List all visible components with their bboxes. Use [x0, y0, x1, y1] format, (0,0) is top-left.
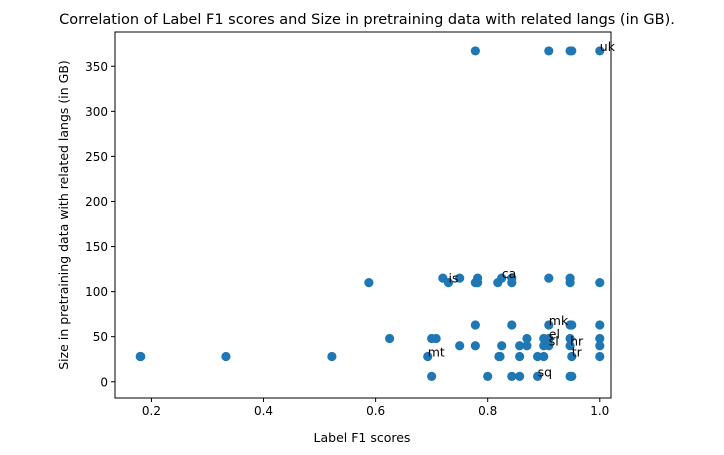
- y-tick-label: 350: [85, 60, 108, 74]
- data-point: [532, 371, 543, 381]
- point-annotation: mk: [549, 313, 569, 328]
- data-point: [497, 341, 507, 351]
- data-point: [221, 351, 231, 362]
- x-tick-label: 0.2: [142, 404, 161, 418]
- data-point: [595, 320, 605, 330]
- y-axis: 0 50 100 150 200 250 300 350: [85, 60, 115, 389]
- x-axis: 0.2 0.4 0.6 0.8 1.0: [142, 398, 609, 418]
- data-point: [423, 351, 433, 362]
- point-annotation: sl: [549, 334, 559, 349]
- data-point: [495, 351, 505, 362]
- data-point: [455, 341, 465, 351]
- y-tick-label: 100: [85, 285, 108, 299]
- y-tick-label: 200: [85, 195, 108, 209]
- x-tick-label: 1.0: [590, 404, 609, 418]
- data-point: [595, 341, 605, 351]
- data-point: [595, 278, 605, 288]
- data-point: [507, 278, 517, 288]
- data-point: [515, 351, 525, 362]
- x-axis-label: Label F1 scores: [314, 430, 411, 445]
- data-point: [565, 278, 575, 288]
- data-point: [473, 278, 483, 288]
- data-point: [431, 333, 441, 344]
- data-point: [470, 341, 480, 351]
- data-point: [385, 333, 395, 344]
- data-point: [327, 351, 337, 362]
- data-point: [507, 371, 517, 381]
- data-point: [497, 273, 507, 283]
- data-point: [567, 320, 577, 330]
- point-annotation: ca: [502, 266, 517, 281]
- data-point: [515, 341, 525, 351]
- data-point: [595, 333, 605, 344]
- y-tick-label: 250: [85, 150, 108, 164]
- point-annotation: is: [448, 271, 458, 286]
- point-annotation: mt: [428, 345, 445, 360]
- y-tick-label: 150: [85, 240, 108, 254]
- data-point: [483, 371, 493, 381]
- data-point: [567, 46, 577, 56]
- point-annotation: el: [549, 327, 560, 342]
- data-point: [470, 320, 480, 330]
- y-tick-label: 0: [100, 375, 108, 389]
- data-point: [595, 46, 605, 56]
- data-point: [522, 341, 532, 351]
- data-point: [522, 333, 532, 344]
- point-annotation: hr: [570, 334, 584, 349]
- data-point: [136, 351, 146, 362]
- data-point: [539, 351, 549, 362]
- data-point: [567, 371, 577, 381]
- point-annotation: sq: [538, 364, 552, 379]
- data-point: [595, 351, 605, 362]
- data-point: [565, 341, 575, 351]
- y-tick-label: 50: [93, 330, 108, 344]
- data-point: [455, 273, 465, 283]
- data-point: [443, 278, 454, 288]
- plot-area: [114, 31, 612, 399]
- data-point: [544, 273, 554, 283]
- data-point: [544, 320, 554, 330]
- data-point: [427, 371, 437, 381]
- data-point: [507, 320, 517, 330]
- y-tick-label: 300: [85, 105, 108, 119]
- y-axis-label: Size in pretraining data with related la…: [56, 60, 71, 370]
- data-points: [135, 46, 605, 381]
- x-tick-label: 0.4: [254, 404, 273, 418]
- data-point: [567, 351, 577, 362]
- data-point: [544, 341, 554, 351]
- data-point: [544, 333, 554, 344]
- data-point: [565, 333, 575, 344]
- data-point: [515, 371, 525, 381]
- x-tick-label: 0.6: [366, 404, 385, 418]
- point-annotation: uk: [600, 39, 616, 54]
- data-point: [470, 46, 480, 56]
- data-point: [364, 278, 374, 288]
- x-tick-label: 0.8: [478, 404, 497, 418]
- data-point: [544, 46, 554, 56]
- point-annotation: tr: [572, 345, 583, 360]
- chart-title: Correlation of Label F1 scores and Size …: [59, 12, 675, 28]
